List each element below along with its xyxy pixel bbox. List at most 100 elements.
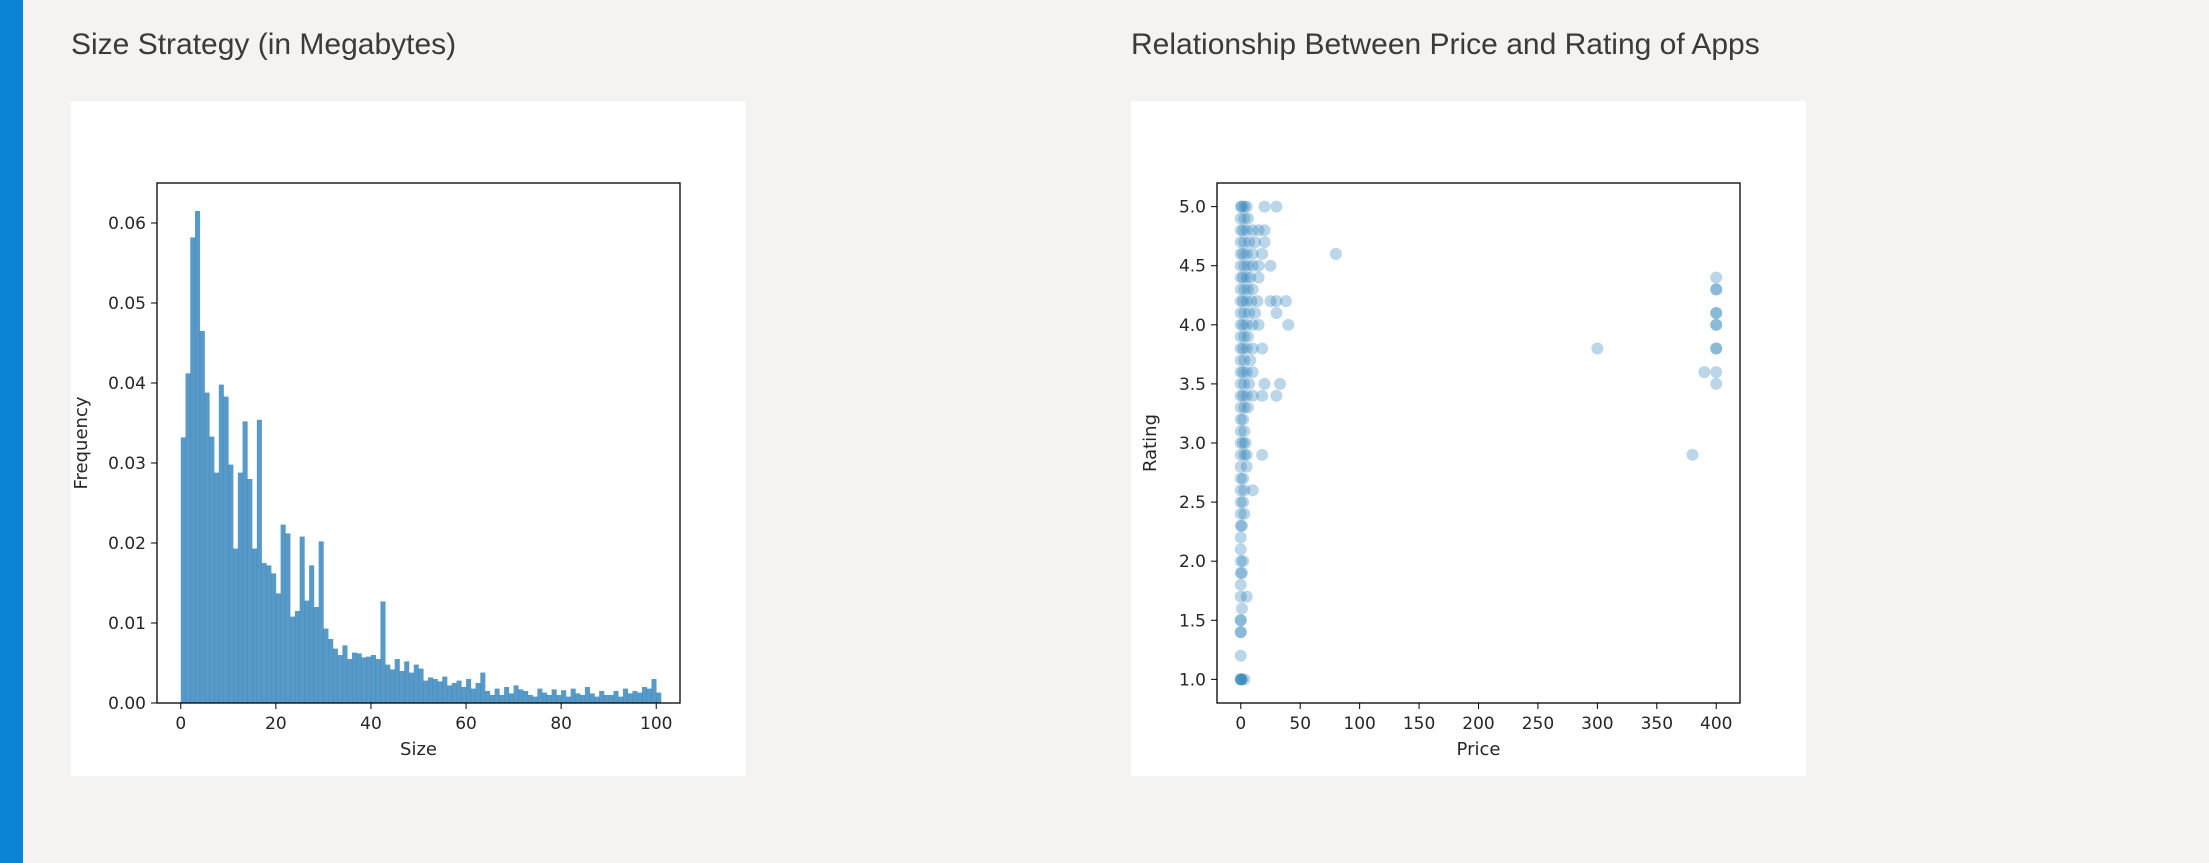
scatter-point bbox=[1234, 413, 1247, 426]
price-rating-chart-title: Relationship Between Price and Rating of… bbox=[1131, 28, 1760, 61]
histogram-bar bbox=[185, 373, 191, 703]
histogram-bar bbox=[323, 628, 329, 703]
histogram-bar bbox=[504, 687, 510, 703]
price-rating-scatter-card: 0 50 100 150 200 250 300 350 400 1.0 1.5 2.0 2.5 3.0 3… bbox=[1131, 101, 1806, 776]
scatter-point bbox=[1238, 377, 1251, 390]
histogram-bar bbox=[389, 669, 396, 703]
scatter-point bbox=[1234, 342, 1247, 355]
histogram-bar bbox=[242, 421, 248, 703]
histogram-bar bbox=[332, 648, 338, 703]
scatter-point bbox=[1234, 437, 1247, 449]
histogram-bar bbox=[546, 695, 552, 703]
scatter-point bbox=[1258, 224, 1271, 237]
scatter-point bbox=[1256, 448, 1269, 461]
scatter-point bbox=[1234, 425, 1247, 438]
histogram-bar bbox=[542, 692, 548, 703]
scatter-point bbox=[1238, 401, 1251, 414]
scatter-point bbox=[1234, 590, 1247, 603]
price-rating-y-tick-label: 4.5 bbox=[1179, 257, 1206, 277]
price-rating-y-tick-label: 5.0 bbox=[1179, 198, 1206, 218]
scatter-point bbox=[1249, 236, 1262, 249]
histogram-bar bbox=[561, 690, 567, 703]
histogram-bar bbox=[499, 695, 505, 703]
price-rating-y-tick-label: 2.0 bbox=[1179, 552, 1206, 572]
size-histogram-y-tick-label: 0.03 bbox=[108, 454, 146, 474]
scatter-point bbox=[1238, 307, 1251, 319]
histogram-bar bbox=[537, 688, 543, 703]
histogram-bar bbox=[613, 691, 619, 703]
scatter-point bbox=[1256, 389, 1269, 402]
scatter-point bbox=[1240, 271, 1253, 284]
histogram-bar bbox=[366, 656, 372, 703]
size-histogram-x-tick-label: 100 bbox=[640, 714, 672, 734]
histogram-bar bbox=[237, 472, 243, 703]
histogram-bar bbox=[632, 691, 638, 703]
scatter-point bbox=[1240, 389, 1253, 402]
scatter-point bbox=[1246, 247, 1259, 260]
scatter-point bbox=[1710, 271, 1723, 284]
scatter-point bbox=[1235, 673, 1248, 686]
scatter-point bbox=[1241, 212, 1254, 225]
histogram-bar bbox=[485, 691, 491, 703]
scatter-point bbox=[1241, 259, 1254, 272]
histogram-bar bbox=[480, 672, 486, 703]
histogram-bar bbox=[656, 692, 662, 703]
size-histogram-plot-frame bbox=[156, 182, 681, 704]
histogram-bar bbox=[261, 563, 267, 703]
scatter-point bbox=[1234, 224, 1247, 237]
scatter-point bbox=[1270, 295, 1283, 308]
histogram-bar bbox=[404, 661, 410, 703]
scatter-point bbox=[1240, 460, 1253, 473]
price-rating-scatter-chart: 0 50 100 150 200 250 300 350 400 1.0 1.5 2.0 2.5 3.0 3… bbox=[1140, 182, 1741, 760]
scatter-point bbox=[1237, 366, 1250, 379]
scatter-point bbox=[1234, 673, 1247, 686]
scatter-point bbox=[1240, 318, 1253, 331]
scatter-point bbox=[1270, 389, 1283, 402]
scatter-point bbox=[1710, 283, 1723, 296]
scatter-point bbox=[1238, 354, 1251, 367]
scatter-point bbox=[1244, 271, 1257, 284]
scatter-point bbox=[1238, 259, 1251, 272]
histogram-bar bbox=[518, 689, 524, 703]
histogram-bar bbox=[442, 676, 448, 703]
scatter-point bbox=[1234, 472, 1247, 485]
scatter-point bbox=[1238, 200, 1251, 213]
histogram-bar bbox=[594, 696, 600, 703]
scatter-point bbox=[1246, 484, 1259, 497]
price-rating-plot-frame bbox=[1216, 182, 1741, 704]
scatter-point bbox=[1258, 200, 1271, 213]
scatter-point bbox=[1243, 236, 1256, 249]
scatter-point bbox=[1235, 200, 1248, 213]
price-rating-x-tick-label: 0 bbox=[1235, 714, 1246, 734]
scatter-point bbox=[1234, 519, 1247, 532]
price-rating-y-tick-label: 2.5 bbox=[1179, 493, 1206, 513]
histogram-bar bbox=[575, 693, 581, 703]
histogram-bar bbox=[199, 331, 205, 703]
scatter-point bbox=[1238, 236, 1251, 249]
histogram-bar bbox=[385, 664, 391, 703]
histogram-bar bbox=[494, 688, 500, 703]
scatter-point bbox=[1270, 307, 1283, 319]
scatter-point bbox=[1238, 673, 1251, 686]
scatter-point bbox=[1710, 318, 1723, 331]
scatter-point bbox=[1237, 224, 1250, 237]
scatter-point bbox=[1246, 283, 1259, 296]
scatter-point bbox=[1246, 259, 1259, 272]
scatter-point bbox=[1246, 389, 1259, 402]
scatter-point bbox=[1239, 437, 1252, 449]
scatter-point bbox=[1235, 602, 1248, 615]
scatter-point bbox=[1710, 366, 1723, 379]
price-rating-x-tick-label: 400 bbox=[1700, 714, 1732, 734]
scatter-point bbox=[1234, 614, 1247, 627]
histogram-bar bbox=[294, 611, 300, 703]
size-histogram-x-tick-label: 20 bbox=[265, 714, 287, 734]
scatter-point bbox=[1234, 578, 1247, 591]
size-histogram-y-tick-label: 0.06 bbox=[108, 214, 146, 234]
price-rating-y-tick-label: 4.0 bbox=[1179, 316, 1206, 336]
histogram-bar bbox=[285, 533, 291, 703]
size-histogram-x-tick-label: 0 bbox=[175, 714, 186, 734]
price-rating-x-tick-label: 350 bbox=[1641, 714, 1673, 734]
histogram-bar bbox=[637, 692, 643, 703]
scatter-point bbox=[1237, 295, 1250, 308]
scatter-point bbox=[1241, 401, 1254, 414]
